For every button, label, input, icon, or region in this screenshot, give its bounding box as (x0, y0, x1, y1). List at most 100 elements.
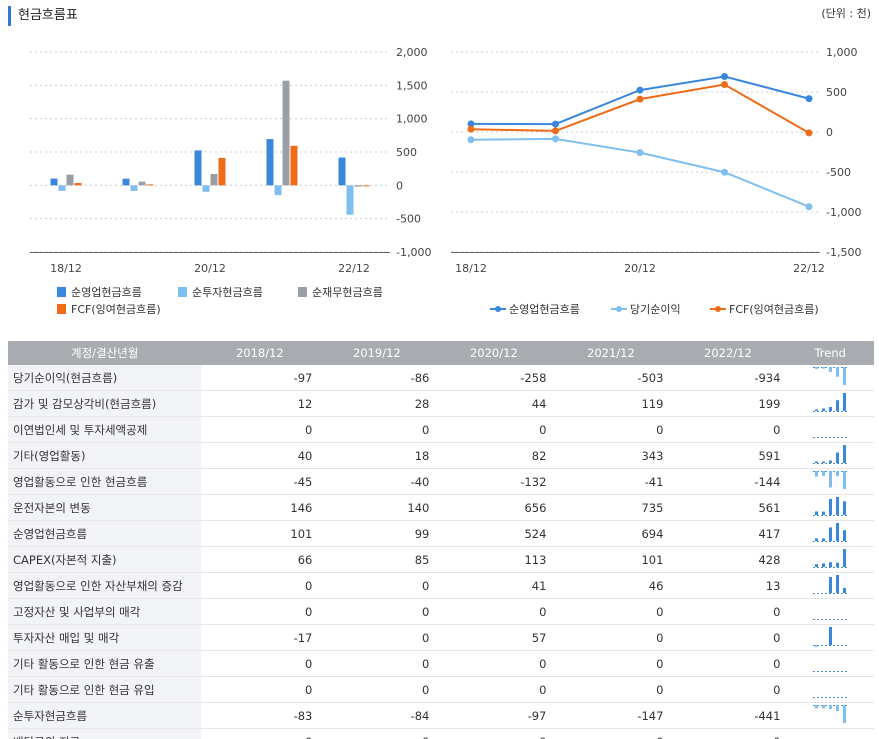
trend-cell[interactable] (786, 728, 874, 739)
sparkline-bar (829, 576, 833, 593)
table-row[interactable]: 이연법인세 및 투자세액공제 0 0 0 0 0 (8, 416, 874, 443)
table-row[interactable]: 영업활동으로 인한 현금흐름 -45 -40 -132 -41 -144 (8, 468, 874, 495)
x-tick-label: 22/12 (338, 262, 370, 275)
sparkline-bar (836, 562, 840, 567)
row-label: CAPEX(자본적 지출) (8, 546, 202, 573)
bar (266, 139, 274, 186)
trend-cell[interactable] (786, 390, 874, 417)
legend-label: FCF(잉여현금흐름) (71, 303, 161, 316)
legend-item-fcf-line[interactable]: FCF(잉여현금흐름) (710, 301, 819, 319)
table-row[interactable]: 감가 및 감모상각비(현금흐름) 12 28 44 119 199 (8, 390, 874, 417)
table-row[interactable]: 순투자현금흐름 -83 -84 -97 -147 -441 (8, 702, 874, 729)
bar (194, 150, 202, 186)
legend-item-inv-cf[interactable]: 순투자현금흐름 (178, 284, 263, 302)
trend-cell[interactable] (786, 546, 874, 573)
trend-sparkline (813, 393, 848, 412)
trend-cell[interactable] (786, 598, 874, 625)
trend-cell[interactable] (786, 468, 874, 495)
trend-cell[interactable] (786, 416, 874, 443)
column-header: 2018/12 (201, 341, 319, 365)
bar-chart-legend: 순영업현금흐름 순투자현금흐름 순재무현금흐름 FCF(잉여현금흐름) (57, 284, 437, 324)
trend-cell[interactable] (786, 494, 874, 521)
data-point (552, 127, 559, 135)
trend-cell[interactable] (786, 624, 874, 651)
table-row[interactable]: 기타 활동으로 인한 현금 유입 0 0 0 0 0 (8, 676, 874, 703)
legend-label: 순재무현금흐름 (312, 286, 383, 299)
table-cell: -83 (201, 702, 319, 729)
trend-cell[interactable] (786, 572, 874, 599)
bar (210, 174, 218, 186)
sparkline-bar (843, 471, 847, 489)
y-tick-label: -500 (826, 166, 851, 179)
sparkline-bar (815, 511, 819, 515)
table-row[interactable]: 기타(영업활동) 40 18 82 343 591 (8, 442, 874, 469)
table-row[interactable]: 배당금의 지급00000 (8, 728, 874, 739)
table-cell: -258 (435, 365, 553, 391)
table-cell: 0 (318, 416, 436, 443)
data-point (721, 81, 728, 89)
trend-cell[interactable] (786, 650, 874, 677)
table-cell: 18 (318, 442, 436, 469)
trend-cell[interactable] (786, 365, 874, 391)
table-row[interactable]: 기타 활동으로 인한 현금 유출 0 0 0 0 0 (8, 650, 874, 677)
table-row[interactable]: 운전자본의 변동 146 140 656 735 561 (8, 494, 874, 521)
table-cell: 44 (435, 390, 553, 417)
table-cell: 0 (552, 650, 670, 677)
sparkline-bar (836, 452, 840, 463)
y-tick-label: 0 (396, 179, 403, 192)
table-cell: 735 (552, 494, 670, 521)
table-cell: 428 (669, 546, 787, 573)
table-row[interactable]: 순영업현금흐름 101 99 524 694 417 (8, 520, 874, 547)
legend-item-op-cf-line[interactable]: 순영업현금흐름 (490, 301, 580, 319)
table-cell: 343 (552, 442, 670, 469)
sparkline-bar (836, 705, 840, 711)
trend-cell[interactable] (786, 520, 874, 547)
legend-item-op-cf[interactable]: 순영업현금흐름 (57, 284, 142, 302)
trend-sparkline (813, 575, 848, 594)
table-row[interactable]: 고정자산 및 사업부의 매각 0 0 0 0 0 (8, 598, 874, 625)
line-chart-legend: 순영업현금흐름 당기순이익 FCF(잉여현금흐름) (490, 301, 870, 321)
row-label: 운전자본의 변동 (8, 494, 202, 521)
legend-item-net-income[interactable]: 당기순이익 (611, 301, 681, 319)
table-cell: 113 (435, 546, 553, 573)
table-cell: -86 (318, 365, 436, 391)
sparkline-bar (829, 527, 833, 541)
sparkline-bar (843, 705, 847, 723)
sparkline-bar (829, 367, 833, 372)
table-cell: 0 (552, 728, 670, 739)
data-point (805, 95, 813, 103)
table-cell: -97 (435, 702, 553, 729)
table-cell: 0 (201, 598, 319, 625)
table-cell: 0 (669, 598, 787, 625)
table-cell: 12 (201, 390, 319, 417)
bar (274, 185, 282, 196)
table-cell: 0 (435, 650, 553, 677)
row-label: 기타 활동으로 인한 현금 유입 (8, 676, 202, 703)
table-cell: -144 (669, 468, 787, 495)
trend-cell[interactable] (786, 676, 874, 703)
trend-cell[interactable] (786, 702, 874, 729)
row-label: 영업활동으로 인한 자산부채의 증감 (8, 572, 202, 599)
table-cell: 0 (552, 624, 670, 651)
trend-sparkline (813, 445, 848, 464)
legend-item-fcf[interactable]: FCF(잉여현금흐름) (57, 301, 161, 319)
table-row[interactable]: 당기순이익(현금흐름) -97 -86 -258 -503 -934 (8, 365, 874, 391)
row-label: 순투자현금흐름 (8, 702, 202, 729)
column-header: 2021/12 (552, 341, 670, 365)
table-row[interactable]: 영업활동으로 인한 자산부채의 증감 0 0 41 46 13 (8, 572, 874, 599)
table-row[interactable]: CAPEX(자본적 지출) 66 85 113 101 428 (8, 546, 874, 573)
table-cell: 0 (435, 728, 553, 739)
data-point (467, 125, 475, 133)
sparkline-bar (822, 408, 826, 411)
table-cell: 0 (201, 416, 319, 443)
x-tick-label: 20/12 (624, 262, 656, 275)
table-row[interactable]: 투자자산 매입 및 매각 -17 0 57 0 0 (8, 624, 874, 651)
trend-sparkline (813, 367, 848, 385)
table-cell: 82 (435, 442, 553, 469)
bar (50, 178, 58, 186)
sparkline-bar (836, 497, 840, 515)
row-label: 영업활동으로 인한 현금흐름 (8, 468, 202, 495)
trend-cell[interactable] (786, 442, 874, 469)
legend-item-fin-cf[interactable]: 순재무현금흐름 (298, 284, 383, 302)
bar (346, 185, 354, 215)
